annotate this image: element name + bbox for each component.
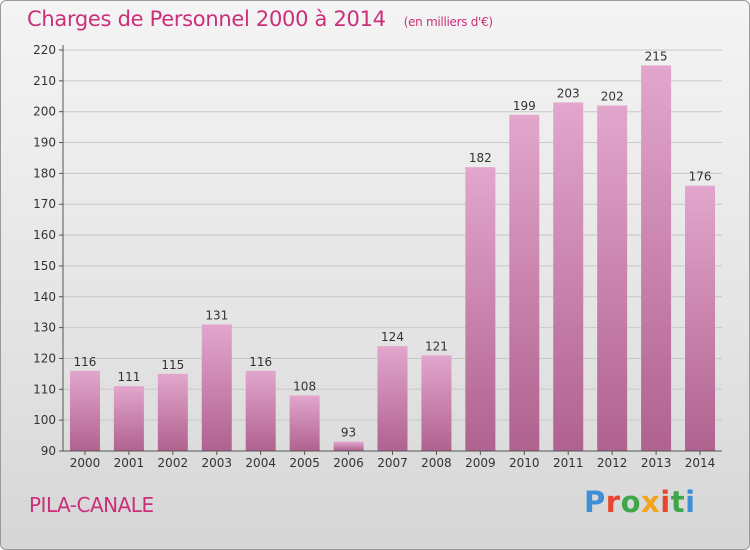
y-tick-label: 140 bbox=[33, 290, 56, 304]
bar-value-label: 131 bbox=[205, 309, 228, 323]
bar bbox=[421, 355, 452, 451]
bar bbox=[201, 324, 232, 451]
bars: 116 111 115 131 116 108 93 124 121 182 199 203 202 21… bbox=[69, 49, 716, 452]
bar bbox=[157, 373, 188, 451]
bar-value-label: 199 bbox=[513, 99, 536, 113]
x-tick-label: 2012 bbox=[597, 456, 628, 470]
bar bbox=[465, 167, 496, 451]
y-tick-label: 130 bbox=[33, 321, 56, 335]
x-tick-label: 2014 bbox=[685, 456, 716, 470]
bar-value-label: 93 bbox=[341, 426, 356, 440]
y-tick-label: 190 bbox=[33, 136, 56, 150]
x-tick-label: 2005 bbox=[289, 456, 320, 470]
bar-value-label: 182 bbox=[469, 151, 492, 165]
y-tick-label: 110 bbox=[33, 382, 56, 396]
bar bbox=[69, 370, 100, 451]
x-tick-label: 2004 bbox=[245, 456, 276, 470]
axes: 90 100 110 120 130 140 150 160 170 180 190 200 210 22… bbox=[33, 43, 722, 470]
bar bbox=[641, 65, 672, 451]
chart-title: Charges de Personnel 2000 à 2014 (en mill… bbox=[27, 7, 493, 31]
bar bbox=[685, 185, 716, 451]
bar-value-label: 108 bbox=[293, 379, 316, 393]
commune-name: PILA-CANALE bbox=[29, 493, 154, 517]
y-tick-label: 200 bbox=[33, 105, 56, 119]
x-tick-label: 2011 bbox=[553, 456, 584, 470]
y-tick-label: 120 bbox=[33, 351, 56, 365]
bar-value-label: 116 bbox=[249, 355, 272, 369]
bar-value-label: 215 bbox=[645, 49, 668, 63]
chart-title-text: Charges de Personnel 2000 à 2014 bbox=[27, 7, 386, 31]
logo-letter: i bbox=[685, 485, 696, 519]
bar-value-label: 121 bbox=[425, 339, 448, 353]
logo-letter: r bbox=[605, 485, 621, 519]
bar bbox=[333, 441, 364, 451]
bar bbox=[597, 105, 628, 452]
bar-value-label: 176 bbox=[689, 170, 712, 184]
bar-value-label: 124 bbox=[381, 330, 404, 344]
bar-value-label: 203 bbox=[557, 86, 580, 100]
y-tick-label: 150 bbox=[33, 259, 56, 273]
bar bbox=[289, 395, 320, 451]
y-tick-label: 170 bbox=[33, 197, 56, 211]
bar bbox=[377, 346, 408, 451]
y-tick-label: 220 bbox=[33, 43, 56, 57]
x-tick-label: 2008 bbox=[421, 456, 452, 470]
y-tick-label: 100 bbox=[33, 413, 56, 427]
y-tick-label: 90 bbox=[41, 444, 56, 458]
x-tick-label: 2006 bbox=[333, 456, 364, 470]
bar-value-label: 115 bbox=[161, 358, 184, 372]
bar-value-label: 111 bbox=[117, 370, 140, 384]
x-tick-label: 2010 bbox=[509, 456, 540, 470]
chart-unit: (en milliers d'€) bbox=[403, 15, 493, 29]
y-tick-label: 180 bbox=[33, 166, 56, 180]
x-tick-label: 2013 bbox=[641, 456, 672, 470]
logo-letter: x bbox=[641, 485, 661, 519]
bar bbox=[245, 370, 276, 451]
x-tick-label: 2001 bbox=[114, 456, 145, 470]
bar-value-label: 202 bbox=[601, 90, 624, 104]
y-tick-label: 210 bbox=[33, 74, 56, 88]
logo-letter: P bbox=[584, 485, 606, 519]
y-tick-label: 160 bbox=[33, 228, 56, 242]
logo-letter: t bbox=[670, 485, 686, 519]
logo-letter: i bbox=[660, 485, 671, 519]
bar bbox=[509, 114, 540, 452]
logo-letter: o bbox=[620, 485, 642, 519]
x-tick-label: 2000 bbox=[70, 456, 101, 470]
bar bbox=[113, 386, 144, 451]
proxiti-logo[interactable]: Proxiti bbox=[584, 485, 696, 519]
x-tick-label: 2009 bbox=[465, 456, 496, 470]
bar-value-label: 116 bbox=[74, 355, 97, 369]
x-tick-label: 2003 bbox=[201, 456, 232, 470]
bar bbox=[553, 102, 584, 451]
x-tick-label: 2007 bbox=[377, 456, 408, 470]
x-tick-label: 2002 bbox=[158, 456, 189, 470]
